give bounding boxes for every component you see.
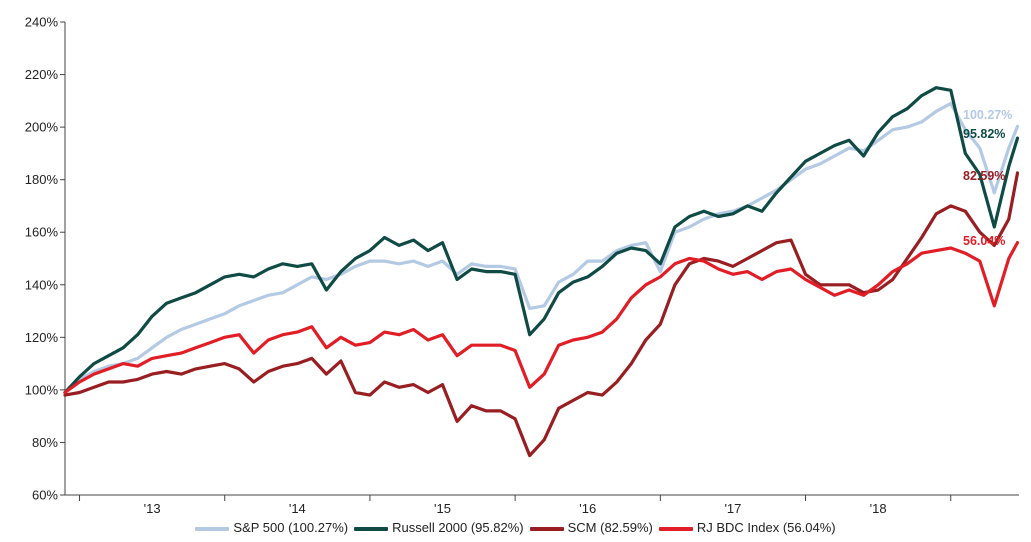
chart-legend: S&P 500 (100.27%) Russell 2000 (95.82%) SC… — [0, 520, 1031, 535]
series-line-2 — [63, 86, 1020, 395]
end-label-3: 82.59% — [963, 169, 1005, 183]
x-tick-label: '14 — [289, 501, 306, 516]
series-line-3 — [63, 171, 1020, 458]
y-tick-label: 180% — [25, 172, 59, 187]
legend-swatch — [354, 526, 389, 531]
end-value-labels: 100.27% 95.82% 82.59% 56.04% — [963, 108, 1012, 248]
y-tick-label: 160% — [25, 225, 59, 240]
legend-swatch — [195, 526, 230, 531]
y-tick-label: 240% — [25, 15, 59, 30]
legend-item-1: S&P 500 (100.27%) — [195, 520, 348, 535]
legend-item-4: RJ BDC Index (56.04%) — [658, 520, 836, 535]
x-tick-label: '17 — [724, 501, 741, 516]
y-tick-label: 140% — [25, 277, 59, 292]
legend-label: SCM (82.59%) — [567, 520, 653, 535]
x-tick-label: '18 — [870, 501, 887, 516]
end-label-4: 56.04% — [963, 234, 1005, 248]
legend-item-3: SCM (82.59%) — [529, 520, 653, 535]
series-lines — [63, 86, 1020, 458]
x-tick-label: '16 — [579, 501, 596, 516]
y-tick-label: 60% — [32, 488, 58, 503]
legend-label: RJ BDC Index (56.04%) — [696, 520, 836, 535]
end-label-2: 95.82% — [963, 127, 1005, 141]
legend-label: S&P 500 (100.27%) — [233, 520, 349, 535]
x-tick-label: '13 — [144, 501, 161, 516]
x-tick-label: '15 — [434, 501, 451, 516]
y-tick-label: 220% — [25, 67, 59, 82]
end-label-1: 100.27% — [963, 108, 1012, 122]
chart-axes: 60% 80% 100% 120% 140% 160% 180% 200% 220% 240% '1… — [25, 15, 1019, 516]
y-tick-label: 200% — [25, 120, 59, 135]
y-tick-label: 120% — [25, 330, 59, 345]
series-line-4 — [63, 241, 1020, 395]
legend-item-2: Russell 2000 (95.82%) — [354, 520, 524, 535]
legend-label: Russell 2000 (95.82%) — [392, 520, 524, 535]
line-chart: 60% 80% 100% 120% 140% 160% 180% 200% 220% 240% '1… — [25, 15, 1020, 516]
y-tick-label: 80% — [32, 435, 58, 450]
legend-swatch — [529, 526, 564, 531]
series-line-1 — [63, 101, 1020, 395]
legend-swatch — [658, 526, 693, 531]
y-tick-label: 100% — [25, 382, 59, 397]
